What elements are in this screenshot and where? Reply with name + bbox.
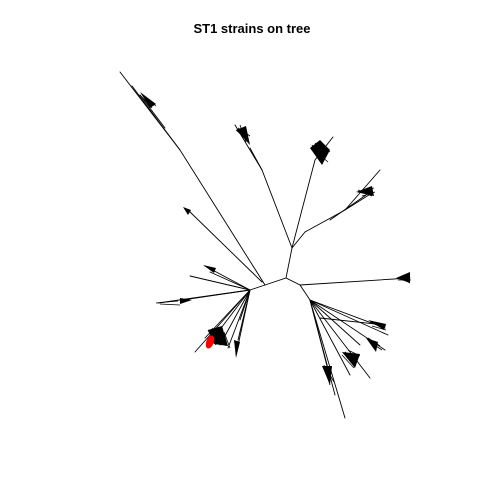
- clade-left-mid: [183, 207, 263, 283]
- plot-title: ST1 strains on tree: [193, 21, 311, 36]
- clade-right-mid: [299, 272, 411, 286]
- clade-left-fan: [155, 265, 251, 306]
- tree-backbone: [249, 231, 311, 301]
- clade-upper-right: [291, 136, 334, 249]
- clade-right-upper: [304, 169, 381, 233]
- clade-lower-left: [194, 289, 251, 358]
- clade-upper-mid: [234, 124, 293, 249]
- highlighted-st1-strains: [205, 335, 215, 349]
- clade-lower-right: [309, 299, 389, 419]
- clade-upper-left: [119, 71, 266, 286]
